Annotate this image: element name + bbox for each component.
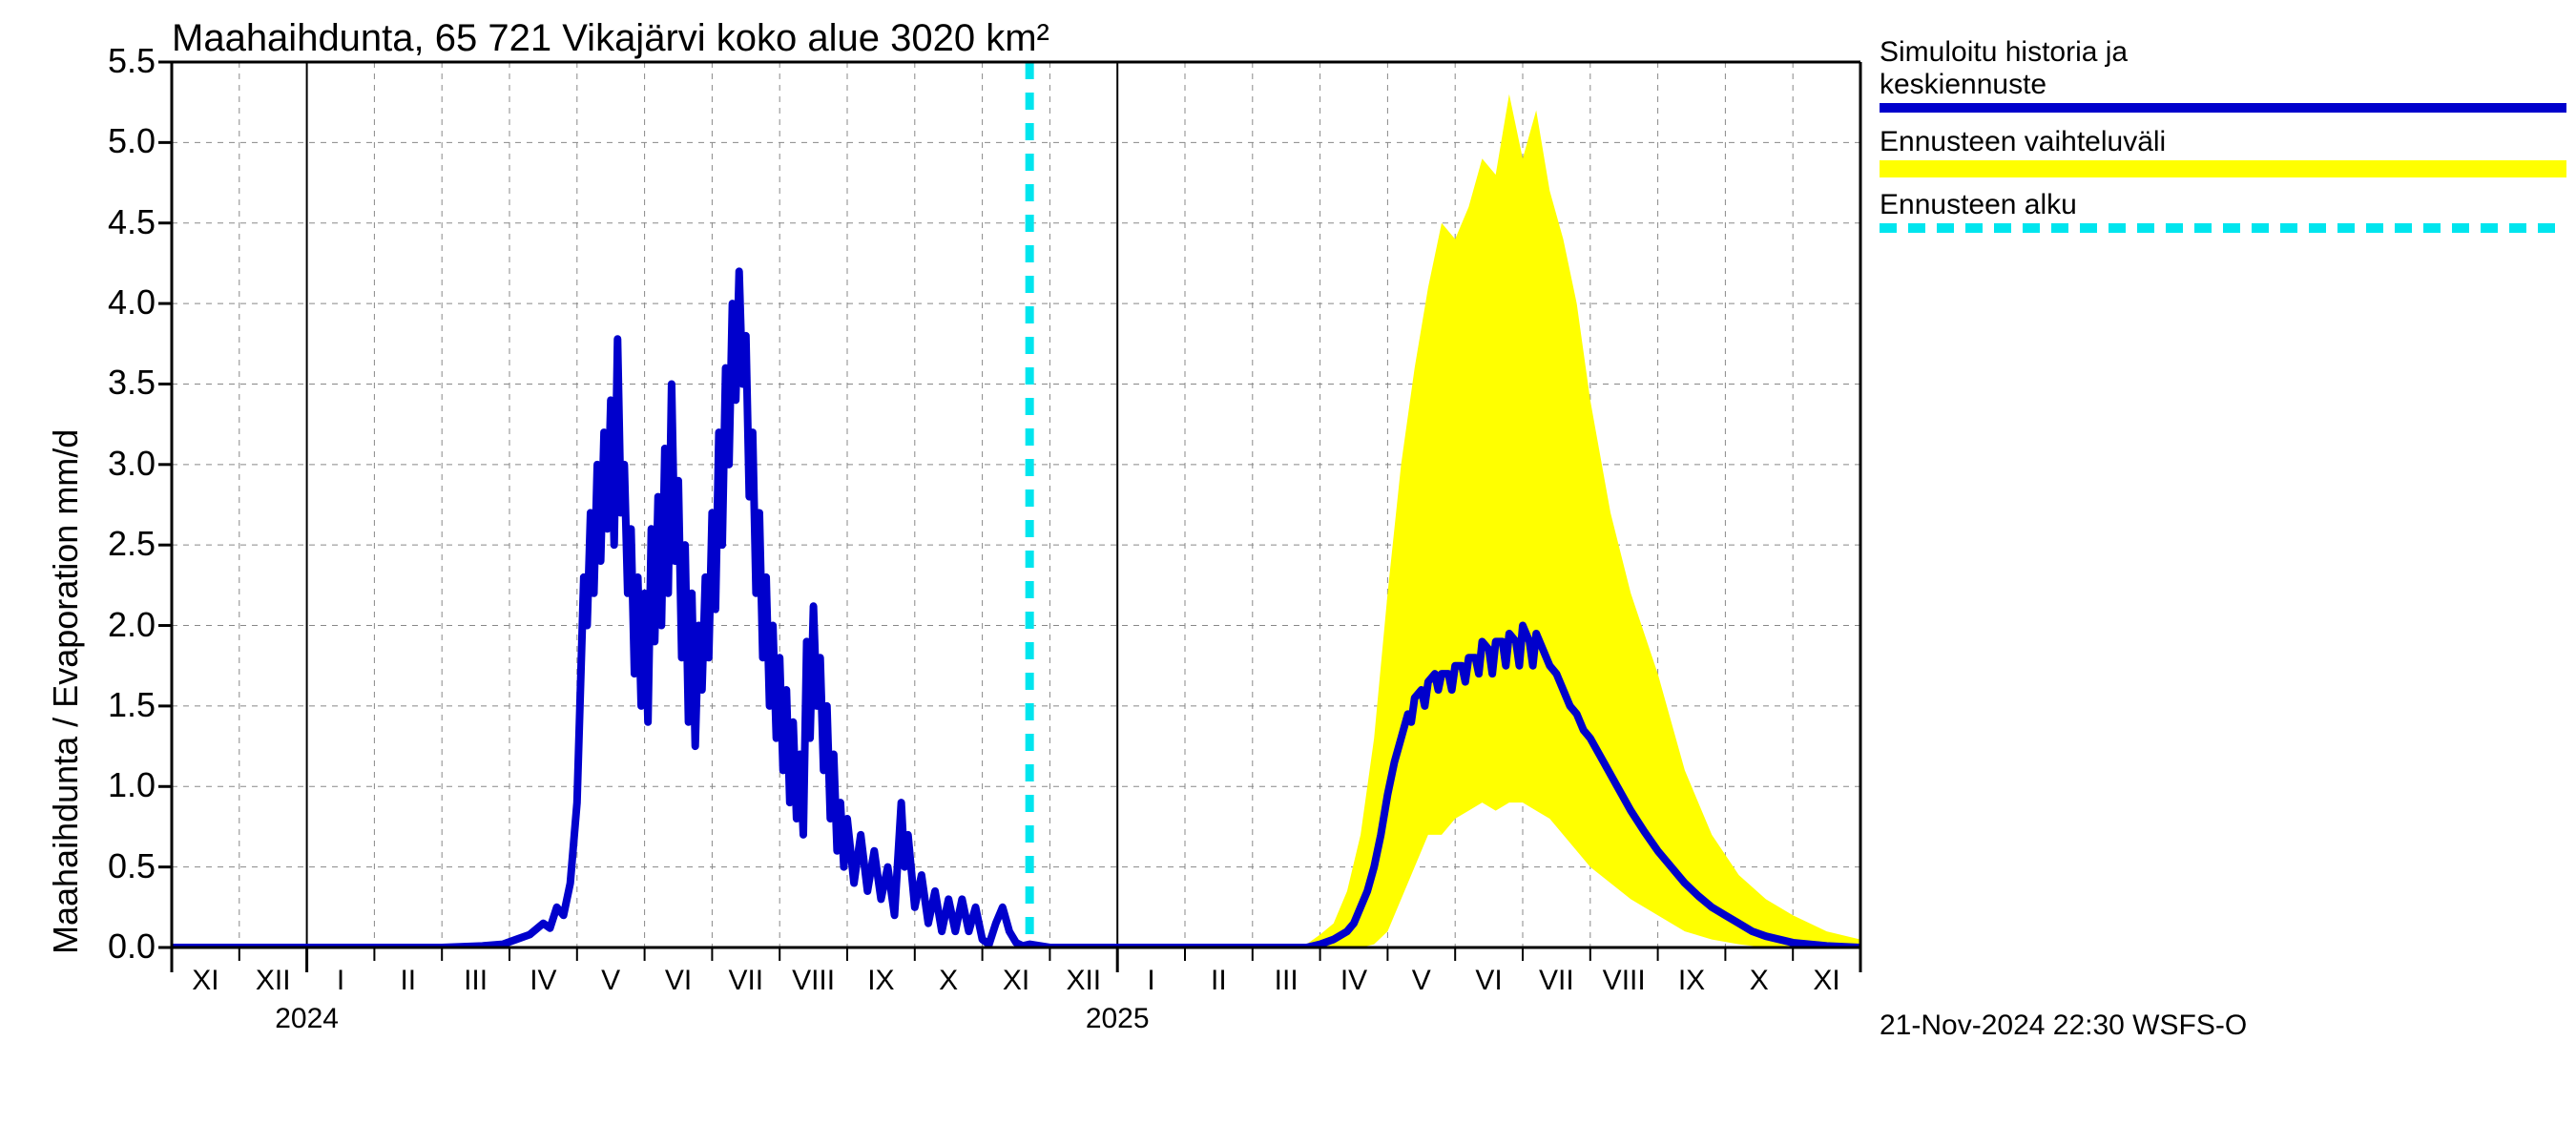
legend-swatch-1 [1880, 103, 2566, 113]
x-year-label: 2024 [275, 1003, 339, 1035]
y-tick-label: 0.5 [81, 846, 156, 886]
x-tick-label: XI [192, 965, 218, 997]
legend-item-2-line1: Ennusteen vaihteluväli [1880, 126, 2166, 159]
y-tick-label: 0.0 [81, 926, 156, 967]
x-tick-label: VIII [792, 965, 835, 997]
x-tick-label: VIII [1603, 965, 1646, 997]
y-tick-label: 5.0 [81, 121, 156, 161]
x-year-label: 2025 [1086, 1003, 1150, 1035]
x-tick-label: X [939, 965, 958, 997]
x-tick-label: I [337, 965, 344, 997]
x-tick-label: X [1750, 965, 1769, 997]
legend-item-1-line2: keskiennuste [1880, 69, 2046, 102]
x-tick-label: VII [1539, 965, 1574, 997]
x-tick-label: V [601, 965, 620, 997]
legend-item-1-line1: Simuloitu historia ja [1880, 36, 2128, 70]
x-tick-label: XI [1813, 965, 1839, 997]
y-tick-label: 2.5 [81, 524, 156, 564]
x-tick-label: V [1412, 965, 1431, 997]
y-tick-label: 4.0 [81, 282, 156, 323]
x-tick-label: XI [1003, 965, 1029, 997]
y-tick-label: 2.0 [81, 605, 156, 645]
x-tick-label: IX [1678, 965, 1705, 997]
x-tick-label: III [1275, 965, 1298, 997]
y-tick-label: 4.5 [81, 202, 156, 242]
y-tick-label: 3.0 [81, 444, 156, 484]
x-tick-label: II [400, 965, 416, 997]
legend-swatch-2 [1880, 160, 2566, 177]
legend-item-3-line1: Ennusteen alku [1880, 189, 2077, 222]
y-tick-label: 5.5 [81, 41, 156, 81]
x-tick-label: IX [867, 965, 894, 997]
x-tick-label: II [1211, 965, 1227, 997]
x-tick-label: I [1147, 965, 1154, 997]
x-tick-label: IV [530, 965, 556, 997]
footer-timestamp: 21-Nov-2024 22:30 WSFS-O [1880, 1010, 2247, 1042]
y-tick-label: 3.5 [81, 363, 156, 403]
legend-swatch-3 [1880, 223, 2566, 233]
chart-container: Maahaihdunta, 65 721 Vikajärvi koko alue… [0, 0, 2576, 1145]
y-tick-label: 1.5 [81, 685, 156, 725]
x-tick-label: VII [728, 965, 763, 997]
x-tick-label: XII [256, 965, 291, 997]
x-tick-label: XII [1066, 965, 1101, 997]
y-tick-label: 1.0 [81, 765, 156, 805]
x-tick-label: IV [1340, 965, 1367, 997]
x-tick-label: VI [665, 965, 692, 997]
x-tick-label: III [464, 965, 488, 997]
x-tick-label: VI [1475, 965, 1502, 997]
